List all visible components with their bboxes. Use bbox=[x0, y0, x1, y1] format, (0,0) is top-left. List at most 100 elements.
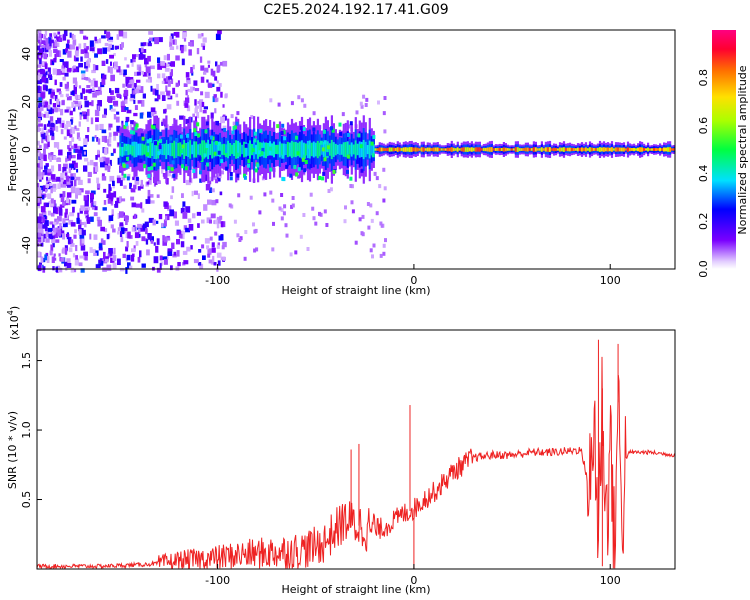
spectrogram-band-core bbox=[584, 147, 588, 152]
spectrogram-noise-cell bbox=[61, 123, 65, 128]
spectrogram-noise-cell bbox=[54, 34, 58, 39]
spectrogram-noise-cell bbox=[124, 94, 128, 101]
spectrogram-burst-cell bbox=[213, 151, 217, 156]
spectrogram-noise-cell bbox=[196, 48, 200, 55]
spectrogram-band-core bbox=[622, 147, 626, 152]
spectrogram-band-core bbox=[398, 147, 401, 152]
spectrogram-noise-cell bbox=[106, 47, 111, 52]
spectrogram-noise-cell bbox=[161, 73, 166, 79]
spectrogram-noise-cell bbox=[69, 32, 72, 38]
spectrogram-noise-cell bbox=[54, 79, 57, 86]
spectrogram-noise-cell bbox=[60, 257, 65, 262]
spectrogram-band-core bbox=[207, 139, 210, 160]
spectrogram-noise-cell bbox=[68, 219, 74, 225]
spectrogram-noise-cell bbox=[69, 128, 72, 133]
spectrogram-band-core bbox=[328, 143, 331, 156]
spectrogram-band-core bbox=[137, 143, 140, 156]
spectrogram-noise-cell bbox=[127, 173, 131, 179]
spectrogram-noise-cell bbox=[90, 202, 93, 208]
spectrogram-noise-cell bbox=[43, 143, 49, 149]
spectrogram-noise-cell bbox=[43, 202, 47, 207]
spectrogram-noise-cell bbox=[382, 111, 386, 116]
spectrogram-noise-cell bbox=[95, 117, 99, 122]
spectrogram-noise-cell bbox=[37, 237, 43, 242]
spectrogram-burst-cell bbox=[210, 135, 213, 140]
spectrogram-noise-cell bbox=[311, 206, 315, 211]
spectrogram-band-core bbox=[235, 140, 238, 159]
spectrogram-noise-cell bbox=[89, 159, 94, 166]
spectrogram-noise-cell bbox=[108, 192, 114, 200]
spectrogram-band-core bbox=[484, 147, 487, 152]
spectrogram-noise-cell bbox=[252, 222, 255, 227]
spectrogram-band-core bbox=[241, 144, 244, 155]
snr-xtick-label: -100 bbox=[205, 574, 230, 587]
spectrogram-band-core bbox=[588, 147, 592, 152]
spectrogram-noise-cell bbox=[129, 182, 132, 189]
spectrogram-band-core bbox=[616, 147, 620, 152]
spectrogram-noise-cell bbox=[68, 167, 72, 174]
spectrogram-noise-cell bbox=[215, 61, 218, 67]
spectrogram-noise-cell bbox=[37, 78, 42, 85]
spectrogram-band-core bbox=[548, 147, 552, 152]
spectrogram-noise-cell bbox=[364, 103, 368, 107]
spectrogram-noise-cell bbox=[80, 70, 86, 74]
spectrogram-noise-cell bbox=[37, 93, 41, 100]
spectrogram-noise-cell bbox=[62, 49, 67, 55]
spectrogram-burst-cell bbox=[120, 142, 124, 147]
spectrogram-noise-cell bbox=[204, 67, 209, 73]
spectrogram-band-core bbox=[410, 147, 413, 152]
spectrogram-noise-cell bbox=[106, 31, 110, 39]
spectrogram-noise-cell bbox=[180, 232, 185, 240]
spectrogram-band-core bbox=[129, 144, 132, 155]
spectrogram-noise-cell bbox=[52, 242, 55, 248]
spectrogram-noise-cell bbox=[185, 227, 190, 233]
spectrogram-noise-cell bbox=[207, 83, 213, 88]
spectrogram-noise-cell bbox=[78, 43, 82, 49]
spectrogram-noise-cell bbox=[37, 36, 42, 42]
snr-series-line bbox=[36, 356, 676, 570]
spectrogram-noise-cell bbox=[156, 238, 160, 245]
spectrogram-burst-cell bbox=[132, 130, 136, 135]
spectrogram-noise-cell bbox=[137, 100, 142, 104]
spectrogram-noise-cell bbox=[64, 212, 67, 218]
spectrogram-noise-cell bbox=[176, 239, 180, 245]
spectrogram-noise-cell bbox=[52, 199, 56, 207]
spectrogram-noise-cell bbox=[37, 147, 40, 153]
spectrogram-noise-cell bbox=[217, 242, 220, 246]
spectrogram-noise-cell bbox=[213, 262, 217, 266]
spectrogram-band-core bbox=[534, 147, 537, 152]
spectrogram-noise-cell bbox=[63, 65, 66, 72]
spectrogram-noise-cell bbox=[125, 76, 130, 83]
spectrogram-noise-cell bbox=[350, 200, 354, 205]
spectrogram-band-core bbox=[494, 148, 497, 151]
spectrogram-noise-cell bbox=[74, 229, 77, 234]
spectrogram-noise-cell bbox=[135, 85, 141, 90]
spectrogram-noise-cell bbox=[65, 208, 68, 215]
spectrogram-noise-cell bbox=[129, 97, 134, 102]
spectrogram-noise-cell bbox=[138, 48, 142, 53]
spectrogram-noise-cell bbox=[177, 80, 180, 86]
spectrogram-noise-cell bbox=[73, 143, 78, 149]
spectrogram-noise-cell bbox=[170, 33, 174, 39]
spectrogram-noise-cell bbox=[78, 85, 82, 89]
spectrogram-band-core bbox=[659, 147, 662, 152]
spectrogram-band-core bbox=[326, 141, 329, 158]
spectrogram-noise-cell bbox=[136, 226, 141, 230]
spectrogram-noise-cell bbox=[366, 202, 370, 206]
spectrogram-band-core bbox=[452, 147, 455, 152]
spectrogram-noise-cell bbox=[47, 123, 52, 127]
spectrogram-noise-cell bbox=[73, 55, 76, 62]
spectrogram-noise-cell bbox=[116, 175, 121, 179]
spectrogram-noise-cell bbox=[202, 45, 205, 50]
spectrogram-band-core bbox=[434, 147, 437, 152]
spectrogram-noise-cell bbox=[138, 66, 142, 72]
spectrogram-band-core bbox=[446, 147, 449, 152]
spectrogram-burst-cell bbox=[302, 154, 306, 159]
spectrogram-noise-cell bbox=[214, 231, 218, 236]
spectrogram-ytick-label: 20 bbox=[20, 95, 33, 109]
spectrogram-noise-cell bbox=[145, 239, 149, 245]
spectrogram-noise-cell bbox=[129, 123, 133, 131]
spectrogram-noise-cell bbox=[177, 262, 181, 267]
spectrogram-noise-cell bbox=[94, 135, 97, 139]
spectrogram-noise-cell bbox=[68, 141, 72, 147]
